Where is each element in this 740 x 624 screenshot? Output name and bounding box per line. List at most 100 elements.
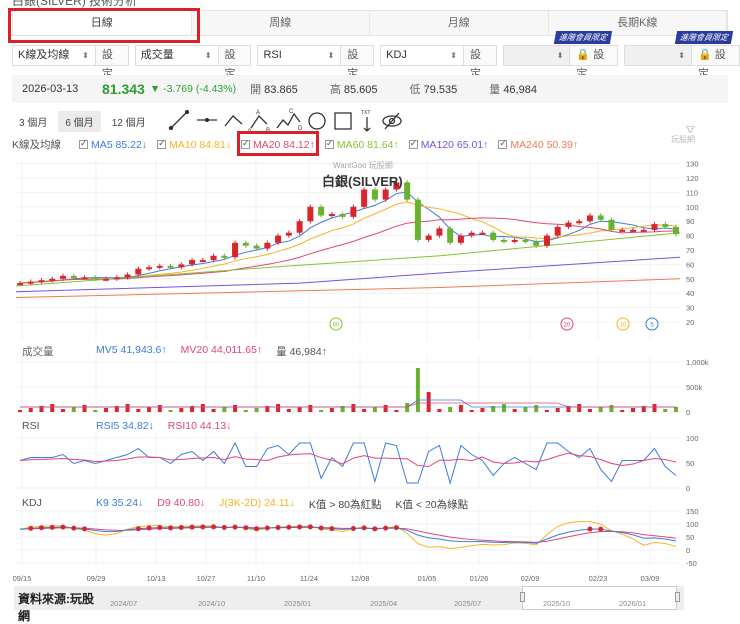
premium-badge: 進階會員限定 [674, 31, 734, 44]
ma120-toggle[interactable]: MA120 65.01↑ [408, 138, 488, 151]
j-value: J(3K-2D) 24.11↓ [219, 497, 295, 509]
text-icon[interactable]: TXT [361, 110, 371, 132]
svg-text:0: 0 [686, 408, 690, 416]
period-12m-button[interactable]: 12 個月 [104, 110, 153, 132]
wantgoo-logo: 🐮 玩股網 [671, 125, 695, 144]
highlight-box [8, 8, 200, 43]
svg-text:20: 20 [564, 323, 571, 329]
svg-text:10: 10 [620, 323, 627, 329]
updown-icon: ⬍ [82, 51, 89, 60]
indicator-select-3[interactable]: RSI ⬍ [257, 45, 342, 66]
svg-text:60: 60 [686, 260, 694, 269]
checkbox-icon [408, 138, 418, 149]
svg-text:20: 20 [686, 318, 694, 327]
settings-button[interactable]: 設定 [463, 45, 497, 80]
ma5-toggle[interactable]: MA5 85.22↓ [79, 138, 147, 151]
period-6m-button[interactable]: 6 個月 [58, 110, 101, 132]
abcde-pattern-icon[interactable]: CD [276, 109, 303, 132]
svg-text:09/29: 09/29 [87, 574, 106, 583]
quote-date: 2026-03-13 [22, 83, 79, 95]
rsi10-value: RSI10 44.13↓ [167, 420, 232, 432]
mv5-value: MV5 41,943.6↑ [96, 344, 167, 356]
svg-text:150: 150 [686, 507, 699, 516]
checkbox-icon [79, 138, 89, 149]
svg-text:12/08: 12/08 [351, 574, 370, 583]
range-window[interactable] [522, 586, 677, 610]
mv20-value: MV20 44,011.65↑ [180, 344, 263, 356]
svg-text:500k: 500k [686, 383, 703, 392]
data-source: 資料來源:玩股網 [18, 592, 94, 623]
svg-text:5: 5 [650, 323, 654, 329]
tab-long-term[interactable]: 長期K線 [549, 11, 727, 35]
range-handle-left[interactable] [520, 592, 525, 602]
volume-last: 量 46,984↑ [276, 346, 327, 358]
open-label: 開 [250, 84, 262, 96]
ma240-toggle[interactable]: MA240 50.39↑ [498, 138, 578, 151]
updown-icon: ⬍ [450, 51, 457, 60]
svg-text:C: C [289, 109, 294, 115]
indicator-select-4[interactable]: KDJ ⬍ [380, 45, 464, 66]
svg-text:01/05: 01/05 [418, 574, 437, 583]
svg-text:03/09: 03/09 [641, 574, 660, 583]
d9-value: D9 40.80↓ [157, 497, 206, 509]
svg-text:0: 0 [686, 546, 690, 555]
settings-button[interactable]: 設定 [218, 45, 252, 80]
rsi-chart[interactable]: 100 50 0 [0, 432, 740, 492]
volume-chart[interactable]: 1,000k 500k 0 [0, 356, 740, 416]
svg-text:50: 50 [686, 275, 694, 284]
svg-text:10/27: 10/27 [197, 574, 216, 583]
open-value: 83.865 [264, 84, 298, 96]
svg-text:130: 130 [686, 160, 699, 169]
indicator-selectors: K線及均線 ⬍ 設定 成交量 ⬍ 設定 RSI ⬍ 設定 KDJ ⬍ 設定 ⬍ 🔒 設定 ⬍ 🔒 設… [12, 45, 740, 80]
quote-price: 81.343 [102, 81, 145, 97]
kdj-legend: KDJ K9 35.24↓ D9 40.80↓ J(3K-2D) 24.11↓ … [22, 497, 469, 511]
ma10-toggle[interactable]: MA10 84.81↓ [157, 138, 231, 151]
tab-daily[interactable]: 日線 [13, 11, 192, 35]
trend-line-icon[interactable] [168, 109, 189, 131]
k9-value: K9 35.24↓ [96, 497, 144, 509]
locked-settings-button[interactable]: 🔒 設定 [692, 45, 740, 80]
svg-text:11/10: 11/10 [247, 574, 265, 583]
angle-icon[interactable] [224, 115, 243, 127]
circle-icon[interactable] [307, 112, 326, 130]
kdj-chart[interactable]: 150 100 50 0 -50 09/15 09/29 10/13 10/27 11/10 11/… [0, 505, 740, 587]
horizontal-line-icon[interactable] [196, 117, 217, 123]
svg-text:100: 100 [686, 434, 699, 443]
tab-weekly[interactable]: 周線 [192, 11, 370, 35]
chart-title: 白銀(SILVER) [322, 174, 403, 189]
tab-monthly[interactable]: 月線 [370, 11, 549, 35]
updown-icon: ⬍ [327, 51, 335, 60]
svg-text:60: 60 [333, 323, 340, 329]
rsi-legend: RSI RSI5 34.82↓ RSI10 44.13↓ [22, 420, 232, 432]
svg-text:30: 30 [686, 304, 694, 313]
locked-settings-button[interactable]: 🔒 設定 [570, 45, 619, 80]
svg-text:110: 110 [686, 188, 698, 197]
svg-text:-50: -50 [686, 559, 697, 568]
svg-text:TXT: TXT [361, 110, 370, 116]
svg-text:11/24: 11/24 [300, 574, 318, 583]
range-handle-right[interactable] [675, 592, 680, 602]
locked-select-2: ⬍ [624, 45, 692, 66]
svg-text:01/26: 01/26 [470, 574, 489, 583]
candlestick-chart[interactable]: 20 30 40 50 60 70 80 90 100 110 120 130 60 20 10 5 [0, 160, 740, 340]
kline-legend: K線及均線 MA5 85.22↓ MA10 84.81↓ MA20 84.12↑… [12, 137, 578, 152]
hide-icon[interactable] [381, 112, 402, 130]
indicator-select-1[interactable]: K線及均線 ⬍ [12, 45, 96, 66]
indicator-select-2[interactable]: 成交量 ⬍ [134, 45, 219, 66]
settings-button[interactable]: 設定 [341, 45, 375, 80]
checkbox-icon [240, 138, 250, 149]
rsi5-value: RSI5 34.82↓ [96, 420, 154, 432]
checkbox-icon [157, 138, 167, 149]
ma60-toggle[interactable]: MA60 81.64↑ [324, 138, 399, 151]
svg-text:02/09: 02/09 [521, 574, 540, 583]
ma20-toggle[interactable]: MA20 84.12↑ [240, 138, 315, 151]
volume-legend: 成交量 MV5 41,943.6↑ MV20 44,011.65↑ 量 46,9… [22, 344, 327, 358]
period-3m-button[interactable]: 3 個月 [12, 110, 55, 132]
rectangle-icon[interactable] [333, 112, 352, 130]
settings-button[interactable]: 設定 [95, 45, 129, 80]
checkbox-icon [498, 138, 508, 149]
premium-badge: 進階會員限定 [553, 31, 613, 44]
high-label: 高 [329, 84, 341, 96]
svg-text:09/15: 09/15 [13, 574, 32, 583]
